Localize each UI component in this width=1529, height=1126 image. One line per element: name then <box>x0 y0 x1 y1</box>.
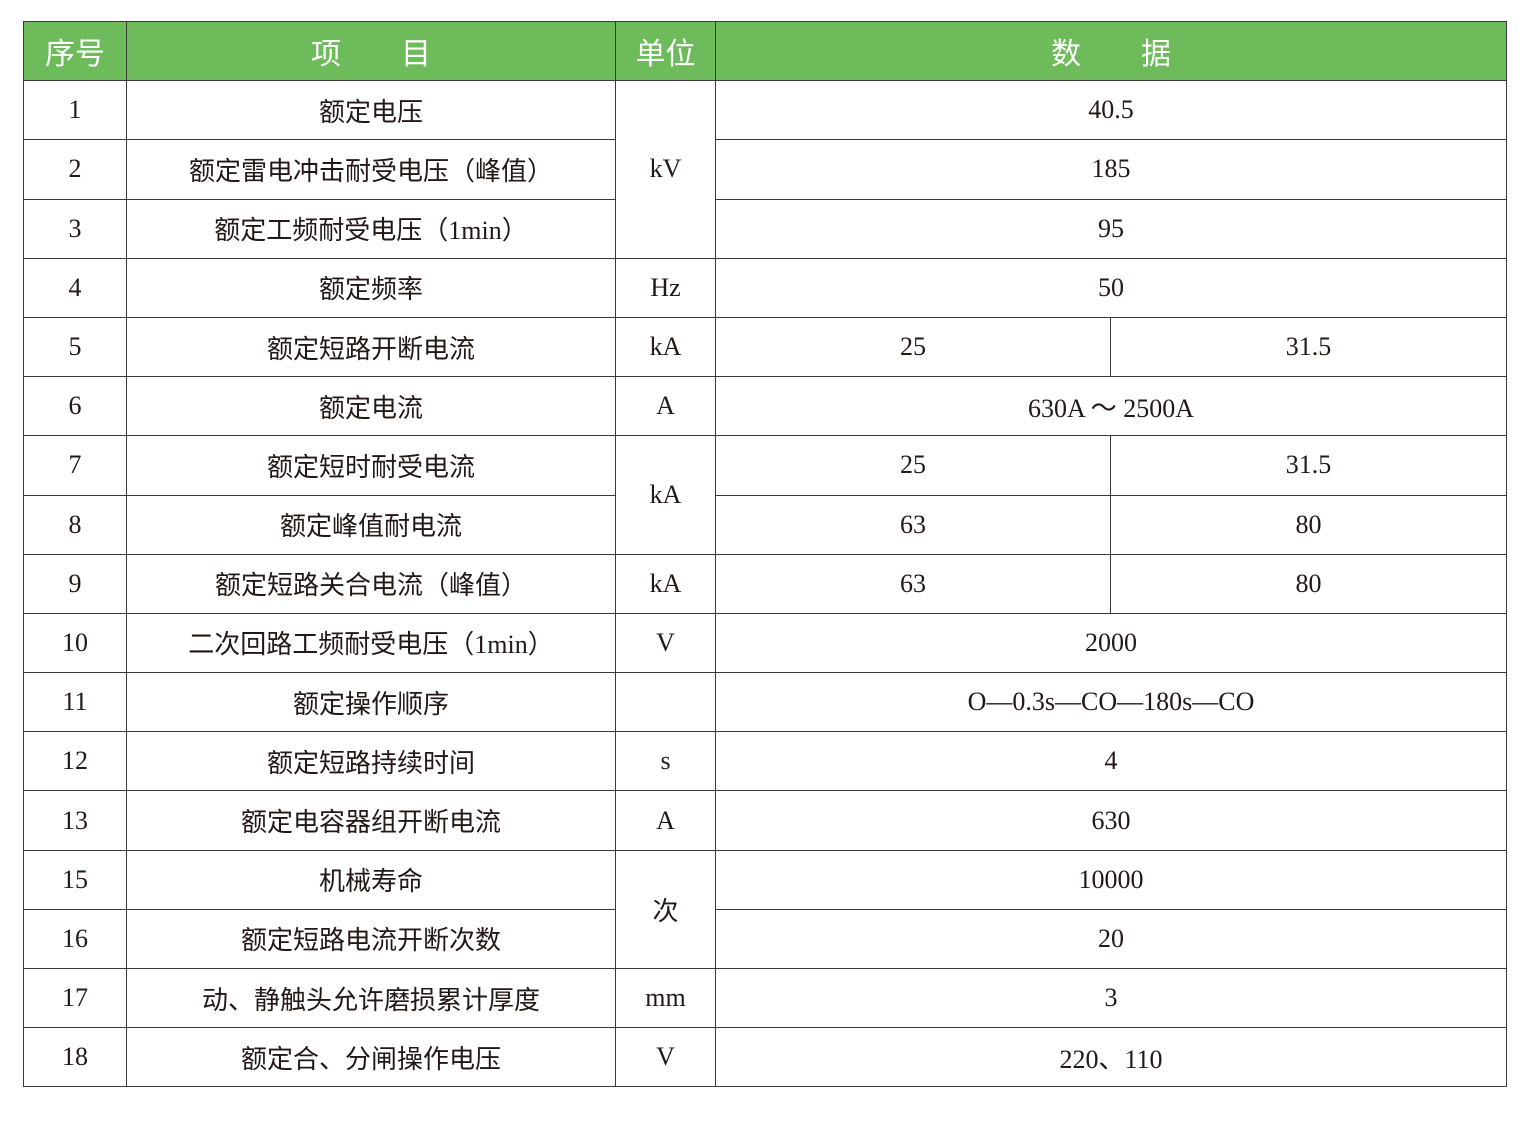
value: 31.5 <box>1110 435 1507 496</box>
unit: Hz <box>615 257 716 318</box>
unit: kA <box>615 316 716 378</box>
value: 63 <box>715 553 1111 614</box>
table-row: 2 额定雷电冲击耐受电压（峰值） 185 <box>23 139 1507 200</box>
table-row: 17 动、静触头允许磨损累计厚度 mm 3 <box>23 967 1507 1029</box>
row-number: 13 <box>23 790 127 851</box>
row-number: 7 <box>23 435 127 496</box>
table-row: 7 额定短时耐受电流 kA 25 31.5 <box>23 435 1507 555</box>
unit: s <box>615 731 716 792</box>
value: 185 <box>715 139 1507 200</box>
value: 25 <box>715 316 1111 378</box>
table-row: 9 额定短路关合电流（峰值） kA 63 80 <box>23 553 1507 614</box>
value: 31.5 <box>1110 316 1507 378</box>
row-number: 2 <box>23 139 127 200</box>
unit: V <box>615 612 716 674</box>
table-row: 5 额定短路开断电流 kA 25 31.5 <box>23 316 1507 378</box>
row-number: 4 <box>23 257 127 318</box>
value: 40.5 <box>715 80 1507 141</box>
table-row: 11 额定操作顺序 O—0.3s—CO—180s—CO <box>23 672 1507 733</box>
value: 630A ～ 2500A <box>715 376 1507 437</box>
row-number: 10 <box>23 612 127 674</box>
table-row: 12 额定短路持续时间 s 4 <box>23 731 1507 792</box>
value: 630 <box>715 790 1507 851</box>
item-name: 额定工频耐受电压（1min） <box>126 198 616 259</box>
row-number: 18 <box>23 1027 127 1088</box>
value: O—0.3s—CO—180s—CO <box>715 672 1507 733</box>
item-name: 额定电容器组开断电流 <box>126 790 616 851</box>
spec-table: 序号 项 目 单位 数 据 1 额定电压 kV 40.5 2 额定雷电冲击耐受电压（峰值）… <box>23 20 1507 1088</box>
item-name: 额定短路电流开断次数 <box>126 908 616 970</box>
unit: A <box>615 376 716 437</box>
row-number: 15 <box>23 849 127 910</box>
value: 220、110 <box>715 1027 1507 1088</box>
value: 3 <box>715 967 1507 1029</box>
value: 10000 <box>715 849 1507 910</box>
row-number: 9 <box>23 553 127 614</box>
table-row: 3 额定工频耐受电压（1min） 95 <box>23 198 1507 259</box>
value: 2000 <box>715 612 1507 674</box>
table-row: 4 额定频率 Hz 50 <box>23 257 1507 318</box>
item-name: 额定雷电冲击耐受电压（峰值） <box>126 139 616 200</box>
item-name: 额定电流 <box>126 376 616 437</box>
value: 80 <box>1110 494 1507 555</box>
value: 95 <box>715 198 1507 259</box>
header-item: 项 目 <box>126 20 616 82</box>
unit: V <box>615 1027 716 1088</box>
header-no: 序号 <box>23 20 127 82</box>
row-number: 17 <box>23 967 127 1029</box>
value: 63 <box>715 494 1111 555</box>
header-row: 序号 项 目 单位 数 据 <box>23 20 1507 82</box>
row-number: 3 <box>23 198 127 259</box>
table-row: 6 额定电流 A 630A ～ 2500A <box>23 376 1507 437</box>
table-row: 8 额定峰值耐电流 63 80 <box>23 494 1507 555</box>
item-name: 额定频率 <box>126 257 616 318</box>
unit: kA <box>615 435 716 555</box>
row-number: 5 <box>23 316 127 378</box>
unit: kA <box>615 553 716 614</box>
table-row: 16 额定短路电流开断次数 20 <box>23 908 1507 970</box>
item-name: 额定短时耐受电流 <box>126 435 616 496</box>
item-name: 额定合、分闸操作电压 <box>126 1027 616 1088</box>
item-name: 二次回路工频耐受电压（1min） <box>126 612 616 674</box>
item-name: 额定短路关合电流（峰值） <box>126 553 616 614</box>
unit: mm <box>615 967 716 1029</box>
value: 20 <box>715 908 1507 970</box>
table-row: 15 机械寿命次 10000 <box>23 849 1507 970</box>
row-number: 1 <box>23 80 127 141</box>
item-name: 机械寿命 <box>126 849 616 910</box>
value: 50 <box>715 257 1507 318</box>
value: 4 <box>715 731 1507 792</box>
item-name: 额定峰值耐电流 <box>126 494 616 555</box>
item-name: 动、静触头允许磨损累计厚度 <box>126 967 616 1029</box>
row-number: 12 <box>23 731 127 792</box>
item-name: 额定短路开断电流 <box>126 316 616 378</box>
header-data: 数 据 <box>715 20 1507 82</box>
row-number: 6 <box>23 376 127 437</box>
unit: kV <box>615 80 716 259</box>
item-name: 额定短路持续时间 <box>126 731 616 792</box>
table-row: 18 额定合、分闸操作电压 V 220、110 <box>23 1027 1507 1088</box>
row-number: 8 <box>23 494 127 555</box>
unit: 次 <box>615 849 716 970</box>
table-row: 13 额定电容器组开断电流 A 630 <box>23 790 1507 851</box>
table-row: 1 额定电压 kV 40.5 <box>23 80 1507 259</box>
value: 25 <box>715 435 1111 496</box>
value: 80 <box>1110 553 1507 614</box>
item-name: 额定电压 <box>126 80 616 141</box>
unit: A <box>615 790 716 851</box>
item-name: 额定操作顺序 <box>126 672 616 733</box>
table-row: 10 二次回路工频耐受电压（1min） V 2000 <box>23 612 1507 674</box>
row-number: 11 <box>23 672 127 733</box>
row-number: 16 <box>23 908 127 970</box>
header-unit: 单位 <box>615 20 716 82</box>
unit <box>615 672 716 733</box>
